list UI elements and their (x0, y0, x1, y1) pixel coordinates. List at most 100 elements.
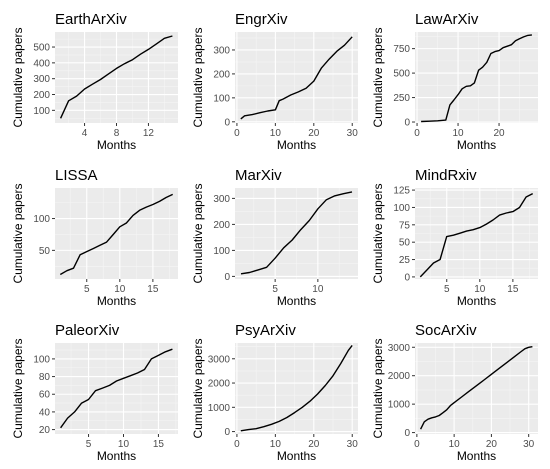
y-tick-label: 300 (213, 45, 230, 56)
y-tick-label: 25 (399, 255, 411, 266)
y-axis-label: Cumulative papers (191, 27, 205, 127)
x-tick-label: 20 (308, 128, 320, 139)
x-tick-label: 0 (414, 439, 420, 450)
x-tick-label: 15 (147, 284, 159, 295)
y-tick-label: 1000 (388, 400, 411, 411)
x-tick-label: 10 (474, 284, 486, 295)
panel-7: 0 10 20 30 0 1000 2000 3000 PsyArXiv Months Cumula… (191, 322, 358, 463)
x-tick-label: 20 (493, 128, 505, 139)
x-tick-label: 10 (114, 284, 126, 295)
series-line (419, 192, 534, 278)
x-tick-label: 10 (449, 439, 461, 450)
y-tick-label: 400 (33, 58, 50, 69)
x-axis-label: Months (457, 138, 496, 152)
y-tick-label: 200 (213, 220, 230, 231)
panel-1: 0 10 20 300100200300EngrXivMonthsCumulative… (191, 11, 358, 152)
x-tick-label: 0 (414, 128, 420, 139)
panel-title: EarthArXiv (55, 11, 127, 28)
x-tick-label: 4 (82, 128, 88, 139)
panel-2: 0 10 20 0 250 500 750 LawArXiv Months Cumulative … (371, 11, 538, 152)
y-tick-label: 60 (39, 390, 51, 401)
panel-title: LISSA (55, 167, 98, 184)
y-tick-label: 500 (33, 43, 50, 54)
y-tick-label: 100 (213, 246, 230, 257)
panel-8: 0 10 20 30 0 1000 2000 3000 SocArXiv Months Cumula… (371, 322, 538, 463)
y-tick-label: 2000 (208, 379, 231, 390)
y-tick-label: 100 (33, 106, 50, 117)
y-tick-label: 300 (213, 194, 230, 205)
series-line (59, 193, 173, 276)
series-line (240, 344, 353, 432)
y-tick-label: 500 (393, 69, 410, 80)
x-tick-label: 10 (118, 439, 130, 450)
panel-5: 5 10 15 0 25 50 75 100 125 MindRxiv Months Cumulati… (371, 167, 538, 308)
series-line (240, 36, 353, 120)
y-tick-label: 200 (213, 69, 230, 80)
series-line (59, 35, 173, 119)
panel-title: MarXiv (235, 167, 282, 184)
y-axis-label: Cumulative papers (371, 183, 385, 283)
y-axis-label: Cumulative papers (371, 27, 385, 127)
panel-background (55, 343, 178, 434)
panel-0: 4 8 12 100 200 300 400 500 EarthArXiv Months Cumul… (11, 11, 178, 152)
x-tick-label: 20 (308, 439, 320, 450)
x-axis-label: Months (97, 138, 136, 152)
x-tick-label: 15 (153, 439, 165, 450)
y-tick-label: 80 (39, 372, 51, 383)
y-tick-label: 250 (393, 93, 410, 104)
panel-title: EngrXiv (235, 11, 288, 28)
panel-title: SocArXiv (415, 322, 477, 339)
y-tick-label: 100 (213, 93, 230, 104)
x-axis-label: Months (457, 294, 496, 308)
y-tick-label: 3000 (388, 343, 411, 354)
y-tick-label: 50 (399, 238, 411, 249)
series-line (419, 346, 533, 430)
x-tick-label: 10 (270, 439, 282, 450)
panel-title: LawArXiv (415, 11, 479, 28)
panel-6: 5 10 15 20 40 60 80 100 PaleorXiv Months Cumulativ… (11, 322, 178, 463)
x-tick-label: 30 (523, 439, 535, 450)
y-tick-label: 0 (224, 117, 230, 128)
y-tick-label: 0 (224, 272, 230, 283)
y-tick-label: 2000 (388, 371, 411, 382)
x-tick-label: 8 (114, 128, 120, 139)
x-tick-label: 30 (347, 439, 359, 450)
y-tick-label: 0 (404, 272, 410, 283)
y-tick-label: 200 (33, 90, 50, 101)
x-tick-label: 5 (444, 284, 450, 295)
panel-title: MindRxiv (415, 167, 477, 184)
y-tick-label: 20 (39, 425, 51, 436)
x-tick-label: 5 (272, 284, 278, 295)
y-tick-label: 3000 (208, 354, 231, 365)
y-tick-label: 100 (33, 354, 50, 365)
y-tick-label: 125 (393, 186, 410, 197)
x-tick-label: 5 (86, 439, 92, 450)
x-axis-label: Months (277, 449, 316, 463)
panel-title: PaleorXiv (55, 322, 120, 339)
x-tick-label: 10 (270, 128, 282, 139)
x-axis-label: Months (457, 449, 496, 463)
y-axis-label: Cumulative papers (371, 338, 385, 438)
x-tick-label: 5 (84, 284, 90, 295)
x-tick-label: 10 (312, 284, 324, 295)
x-tick-label: 30 (347, 128, 359, 139)
x-axis-label: Months (97, 449, 136, 463)
panel-background (235, 343, 358, 434)
y-axis-label: Cumulative papers (191, 338, 205, 438)
y-tick-label: 50 (39, 246, 51, 257)
x-tick-label: 0 (234, 439, 240, 450)
y-tick-label: 0 (224, 427, 230, 438)
y-axis-label: Cumulative papers (11, 27, 25, 127)
x-axis-label: Months (277, 138, 316, 152)
x-tick-label: 20 (486, 439, 498, 450)
y-tick-label: 75 (399, 220, 411, 231)
y-axis-label: Cumulative papers (191, 183, 205, 283)
series-line (60, 348, 173, 429)
y-axis-label: Cumulative papers (11, 338, 25, 438)
x-axis-label: Months (277, 294, 316, 308)
y-tick-label: 300 (33, 74, 50, 85)
x-tick-label: 12 (143, 128, 155, 139)
y-tick-label: 0 (404, 428, 410, 439)
